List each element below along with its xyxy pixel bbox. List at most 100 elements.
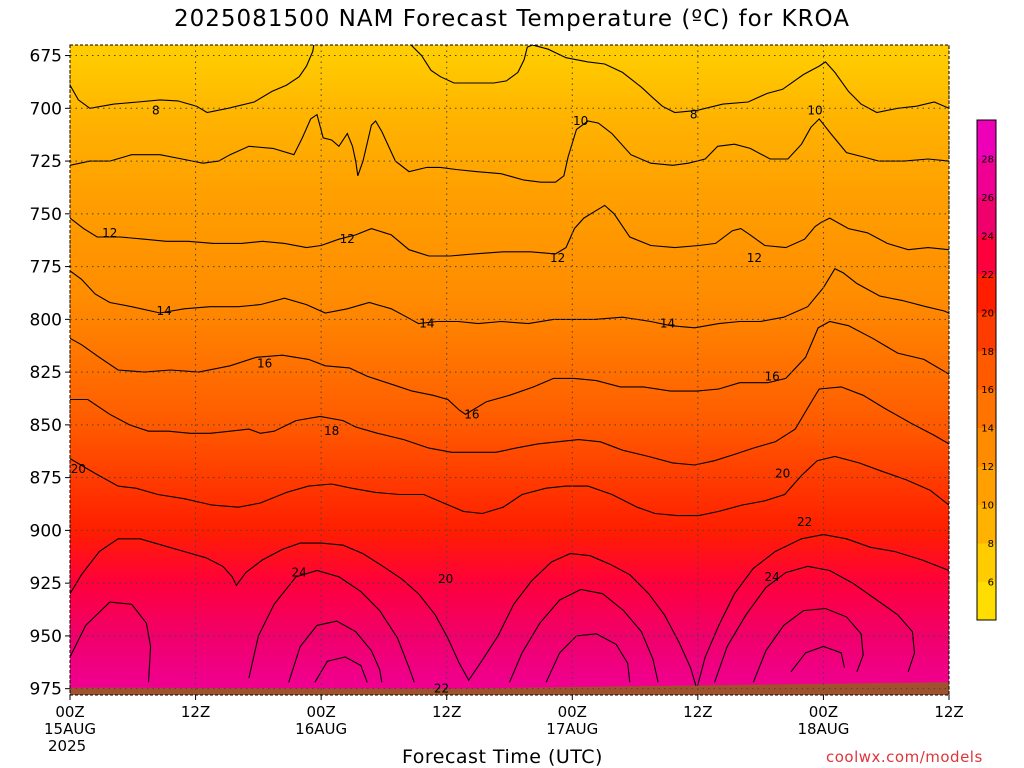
contour-line-24-10 bbox=[248, 569, 415, 683]
colorbar-label-14: 14 bbox=[981, 424, 994, 435]
ytick-label-800: 800 bbox=[30, 310, 62, 330]
colorbar-label-6: 6 bbox=[988, 578, 994, 589]
contour-line-28-17 bbox=[790, 645, 845, 673]
contour-line-22-8 bbox=[70, 534, 949, 691]
contour-label-12-4: 12 bbox=[102, 226, 117, 240]
xtick-label-48-1: 17AUG bbox=[546, 720, 598, 738]
colorbar-label-26: 26 bbox=[981, 193, 994, 204]
contour-line-8-1 bbox=[410, 45, 949, 114]
contour-label-16-13: 16 bbox=[765, 369, 780, 383]
contour-label-8-2: 8 bbox=[690, 108, 698, 122]
ytick-label-900: 900 bbox=[30, 521, 62, 541]
colorbar-label-18: 18 bbox=[981, 347, 994, 358]
contour-label-14-9: 14 bbox=[419, 317, 434, 331]
colorbar-swatch-10 bbox=[977, 196, 996, 236]
colorbar-label-8: 8 bbox=[988, 539, 994, 550]
colorbar-swatch-2 bbox=[977, 504, 996, 544]
ytick-label-750: 750 bbox=[30, 205, 62, 225]
xtick-label-24-1: 16AUG bbox=[295, 720, 347, 738]
xtick-label-0-1: 15AUG bbox=[44, 720, 96, 738]
plot-frame bbox=[69, 44, 950, 696]
colorbar-swatch-5 bbox=[977, 389, 996, 429]
ytick-label-775: 775 bbox=[30, 258, 62, 278]
temperature-field bbox=[70, 45, 949, 695]
contour-line-28-16 bbox=[314, 656, 368, 683]
ground-fill bbox=[70, 682, 949, 695]
colorbar-label-20: 20 bbox=[981, 308, 994, 319]
y-axis-ticks: 675 700 725 750 775 800 825 850 875 900 925 950 975 bbox=[30, 47, 70, 700]
colorbar-swatch-7 bbox=[977, 312, 996, 352]
colorbar-swatch-3 bbox=[977, 466, 996, 506]
xtick-label-0-2: 2025 bbox=[48, 737, 86, 755]
ytick-label-925: 925 bbox=[30, 574, 62, 594]
contour-label-16-12: 16 bbox=[464, 407, 479, 421]
ytick-label-700: 700 bbox=[30, 99, 62, 119]
xtick-label-24-0: 00Z bbox=[306, 703, 335, 721]
contour-line-24-12 bbox=[714, 565, 916, 683]
colorbar-label-10: 10 bbox=[981, 501, 994, 512]
colorbar-label-28: 28 bbox=[981, 155, 994, 166]
contour-label-14-8: 14 bbox=[157, 304, 172, 318]
contour-line-24-11 bbox=[508, 588, 659, 683]
contour-label-10-3: 10 bbox=[807, 103, 822, 117]
ground-surface bbox=[70, 682, 949, 695]
colorbar-swatch-0 bbox=[977, 581, 996, 621]
xtick-label-48-0: 00Z bbox=[558, 703, 587, 721]
colorbar-swatch-6 bbox=[977, 350, 996, 390]
contour-label-14-10: 14 bbox=[660, 317, 675, 331]
xtick-label-84-0: 12Z bbox=[934, 703, 963, 721]
contour-label-12-6: 12 bbox=[550, 251, 565, 265]
contour-label-12-7: 12 bbox=[747, 251, 762, 265]
xtick-label-36-0: 12Z bbox=[432, 703, 461, 721]
contour-line-26-13 bbox=[288, 620, 383, 683]
contour-line-24-9 bbox=[70, 601, 152, 683]
contour-line-8-0 bbox=[70, 45, 315, 114]
colorbar-label-16: 16 bbox=[981, 385, 994, 396]
ytick-label-975: 975 bbox=[30, 680, 62, 700]
contour-label-24-19: 24 bbox=[765, 570, 780, 584]
colorbar-label-12: 12 bbox=[981, 462, 994, 473]
xtick-label-0-0: 00Z bbox=[55, 703, 84, 721]
contour-label-22-17: 22 bbox=[797, 515, 812, 529]
colorbar-swatch-1 bbox=[977, 543, 996, 583]
contour-label-10-1: 10 bbox=[573, 114, 588, 128]
colorbar-swatch-8 bbox=[977, 273, 996, 313]
contour-line-26-14 bbox=[545, 633, 631, 683]
xtick-label-12-0: 12Z bbox=[181, 703, 210, 721]
contour-line-26-15 bbox=[752, 607, 864, 683]
colorbar-swatch-4 bbox=[977, 427, 996, 467]
contour-label-20-16: 20 bbox=[775, 466, 790, 480]
colorbar-label-24: 24 bbox=[981, 231, 994, 242]
ytick-label-725: 725 bbox=[30, 152, 62, 172]
contour-line-18-6 bbox=[70, 386, 949, 466]
source-credit: coolwx.com/models bbox=[826, 748, 983, 766]
contour-label-22-21: 22 bbox=[434, 682, 449, 696]
xtick-label-60-0: 12Z bbox=[683, 703, 712, 721]
colorbar-swatch-12 bbox=[977, 120, 996, 159]
contour-labels: 8 10 8 10 12 12 12 12 14 14 14 16 16 16 18 20 20 22 24 24 20… bbox=[71, 103, 823, 695]
ytick-label-875: 875 bbox=[30, 469, 62, 489]
contour-label-8-0: 8 bbox=[152, 103, 160, 117]
ytick-label-850: 850 bbox=[30, 416, 62, 436]
colorbar: 6 8 10 12 14 16 18 20 22 24 26 28 bbox=[976, 119, 997, 621]
contour-line-16-5 bbox=[70, 320, 949, 415]
contour-label-18-14: 18 bbox=[324, 424, 339, 438]
contour-line-12-3 bbox=[70, 204, 949, 257]
contour-label-16-11: 16 bbox=[257, 357, 272, 371]
contour-lines bbox=[70, 45, 949, 691]
contour-line-20-7 bbox=[70, 455, 949, 517]
contour-label-12-5: 12 bbox=[340, 232, 355, 246]
contour-label-20-15: 20 bbox=[71, 462, 86, 476]
colorbar-swatch-9 bbox=[977, 235, 996, 275]
colorbar-label-22: 22 bbox=[981, 270, 994, 281]
colorbar-frame bbox=[976, 119, 997, 621]
chart-title: 2025081500 NAM Forecast Temperature (ºC)… bbox=[174, 6, 850, 32]
x-axis-label: Forecast Time (UTC) bbox=[402, 746, 603, 768]
ytick-label-950: 950 bbox=[30, 627, 62, 647]
ytick-label-825: 825 bbox=[30, 363, 62, 383]
contour-line-14-4 bbox=[70, 267, 949, 329]
contour-line-10-2 bbox=[70, 113, 949, 183]
xtick-label-72-1: 18AUG bbox=[797, 720, 849, 738]
